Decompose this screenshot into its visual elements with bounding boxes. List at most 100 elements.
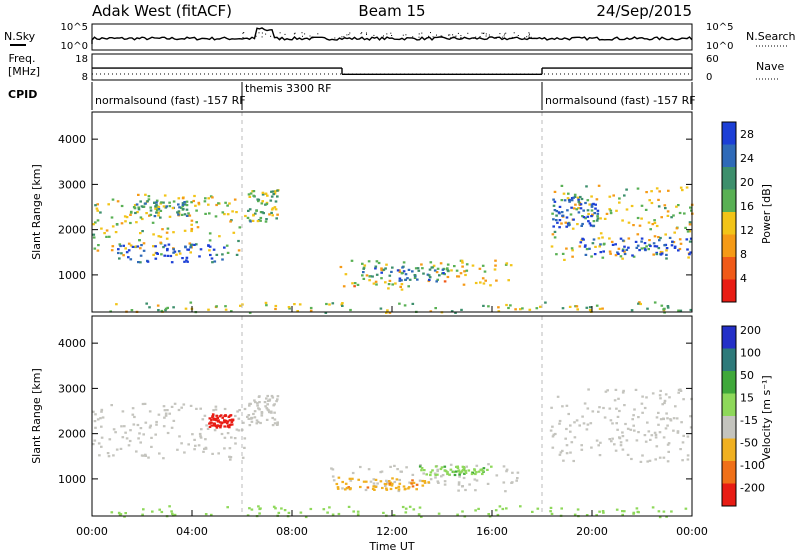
velocity-cell [613, 443, 616, 446]
power-cell [114, 231, 118, 234]
power-cell [94, 204, 97, 207]
power-cell [614, 243, 617, 246]
velocity-cell [550, 512, 554, 515]
velocity-cell [352, 510, 355, 513]
power-cell [111, 225, 115, 228]
velocity-cell [226, 422, 229, 425]
velocity-cell [265, 397, 268, 400]
power-cell [450, 310, 454, 313]
power-cell [276, 213, 279, 216]
power-cell [96, 249, 100, 252]
power-cell [95, 207, 99, 210]
velocity-cell [633, 429, 636, 432]
power-cell [166, 306, 169, 309]
velocity-cell [101, 416, 105, 419]
power-cell [553, 190, 557, 193]
nsearch-dot [390, 32, 392, 34]
power-cell [621, 219, 624, 222]
power-cell [659, 236, 662, 240]
velocity-cell [204, 513, 208, 516]
power-cell [130, 309, 134, 312]
velocity-cell [452, 470, 456, 474]
power-cell [159, 235, 163, 238]
velocity-cell [233, 437, 237, 440]
velocity-cell [427, 481, 430, 484]
power-cbar-tick-3: 16 [740, 200, 754, 213]
power-cell [274, 190, 277, 193]
power-cell [577, 207, 580, 210]
velocity-cell [219, 424, 223, 427]
power-cell [402, 270, 406, 273]
velocity-cell [170, 510, 173, 513]
velocity-cell [92, 410, 95, 413]
velocity-cell [276, 423, 279, 426]
nsearch-dot [505, 32, 507, 34]
power-cell [645, 245, 648, 248]
power-cell [142, 205, 146, 208]
velocity-cell [617, 397, 620, 400]
velocity-cell [183, 451, 186, 454]
power-cell [580, 238, 583, 242]
power-cell [155, 199, 159, 202]
power-cell [164, 307, 168, 310]
power-cell [215, 305, 218, 308]
power-cell [204, 197, 207, 200]
velocity-cell [549, 506, 553, 509]
power-cell [159, 216, 162, 219]
velocity-cell [552, 433, 556, 436]
velocity-cell [661, 403, 664, 406]
power-cell [688, 240, 692, 243]
power-cell [611, 243, 615, 246]
velocity-cell [653, 431, 657, 434]
power-cell [660, 251, 664, 254]
velocity-cell [462, 476, 466, 480]
power-cell [180, 206, 183, 209]
power-cell [157, 214, 160, 217]
velocity-cell [551, 425, 554, 428]
velocity-cell [271, 424, 275, 427]
power-cell [255, 209, 258, 212]
power-cell [407, 268, 411, 271]
velocity-cbar-tick-4: -15 [740, 414, 758, 427]
velocity-cell [217, 424, 221, 428]
power-cell [152, 245, 155, 248]
velocity-cell [203, 447, 206, 450]
velocity-cell [218, 421, 222, 424]
velocity-cell [141, 402, 145, 406]
velocity-cell [615, 422, 618, 425]
velocity-cell [223, 421, 227, 424]
nsearch-dot [348, 34, 350, 36]
velocity-cell [231, 419, 235, 422]
velocity-cell [356, 513, 360, 516]
velocity-cell [351, 471, 355, 475]
velocity-cell [210, 513, 213, 516]
velocity-cell [335, 482, 339, 486]
velocity-cell [662, 417, 665, 420]
power-cell [671, 240, 674, 243]
power-cell [374, 280, 378, 283]
power-cell [650, 190, 653, 193]
power-cell [677, 309, 680, 312]
power-cell [584, 217, 587, 220]
power-cell [553, 236, 557, 239]
velocity-cell [443, 465, 447, 468]
power-cell [164, 309, 167, 312]
velocity-cell [487, 463, 490, 466]
nsearch-dot [499, 33, 501, 35]
power-cell [177, 250, 181, 253]
power-cell [177, 213, 180, 216]
power-cell [96, 219, 100, 222]
station-title: Adak West (fitACF) [92, 2, 232, 20]
velocity-cell [389, 487, 393, 491]
velocity-cell [591, 410, 595, 413]
power-cell [420, 263, 423, 266]
power-cell [92, 223, 95, 226]
velocity-cell [662, 456, 666, 459]
velocity-cell [389, 465, 392, 468]
velocity-cell [226, 506, 229, 509]
power-cell [471, 264, 475, 267]
nsearch-dot [242, 32, 244, 34]
velocity-cell [158, 508, 161, 511]
power-cell [353, 282, 357, 285]
